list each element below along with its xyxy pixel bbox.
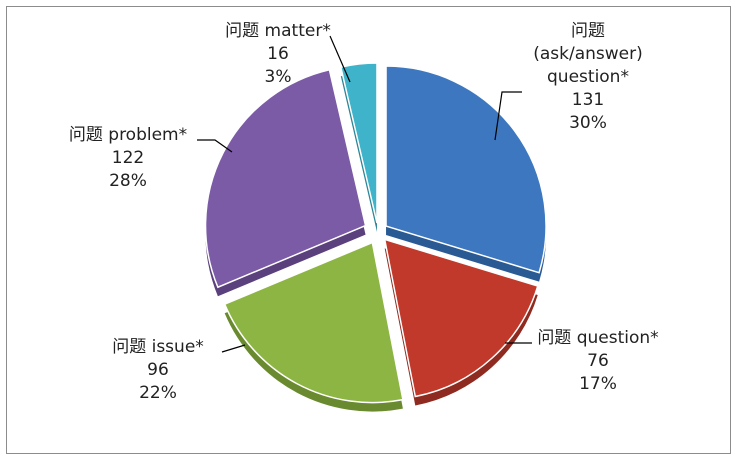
data-label-percent: 3% [265,67,292,87]
data-label-percent: 28% [109,171,147,191]
data-label-percent: 17% [579,374,617,394]
data-label-category: 问题 [571,21,605,41]
data-label-value: 76 [587,351,609,371]
data-label-value: 131 [572,90,604,110]
pie-slice [204,68,367,289]
data-label-category: 问题 question* [537,328,658,348]
pie-slice [383,238,539,398]
data-label-percent: 22% [139,383,177,403]
data-label-category: 问题 issue* [112,337,204,357]
data-label-category: 问题 problem* [69,125,187,145]
data-label-category: (ask/answer) [533,44,643,64]
pie-slice [339,62,378,224]
leader-line [494,91,522,141]
data-label-value: 96 [147,360,169,380]
data-label-percent: 30% [569,113,607,133]
leader-line [329,35,351,83]
pie-slice [385,65,547,274]
data-label-value: 16 [267,44,289,64]
data-label-category: 问题 matter* [225,21,331,41]
pie-slice [223,241,404,404]
data-label-category: question* [547,67,629,87]
leader-line [221,344,246,353]
leader-line [197,139,233,153]
data-label-value: 122 [112,148,144,168]
